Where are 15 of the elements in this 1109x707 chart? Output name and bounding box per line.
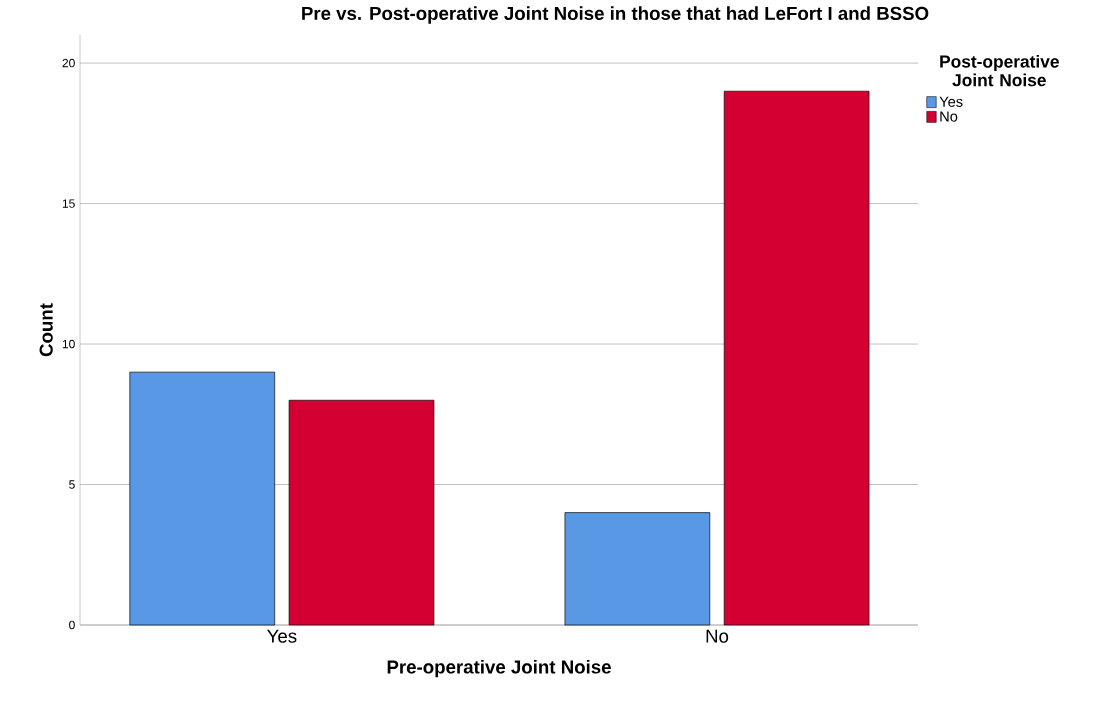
y-tick-label: 20 <box>62 58 75 68</box>
y-tick-label: 10 <box>62 339 75 349</box>
legend-title: Post-operative Joint Noise <box>940 54 1059 87</box>
bar <box>129 371 276 626</box>
bar <box>723 90 870 626</box>
x-axis-title: Pre-operative Joint Noise <box>387 659 611 678</box>
y-tick-label: 0 <box>69 620 75 630</box>
bar <box>564 512 711 626</box>
legend-label: No <box>940 111 958 122</box>
y-axis-title: Count <box>39 303 53 357</box>
chart-title: Pre vs. Post-operative Joint Noise in those that had LeFort I and BSSO <box>302 6 929 24</box>
bar <box>288 399 435 626</box>
y-tick-label: 5 <box>69 480 75 489</box>
legend-label: Yes <box>939 96 963 107</box>
y-tick-label: 15 <box>62 199 75 208</box>
